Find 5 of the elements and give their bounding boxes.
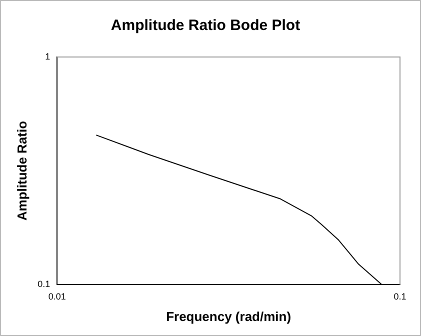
- y-axis-title: Amplitude Ratio: [14, 120, 30, 221]
- x-axis-title: Frequency (rad/min): [166, 308, 292, 324]
- chart-title: Amplitude Ratio Bode Plot: [110, 17, 300, 34]
- x-tick-label: 0.01: [48, 291, 66, 302]
- y-tick-label: 1: [45, 51, 50, 62]
